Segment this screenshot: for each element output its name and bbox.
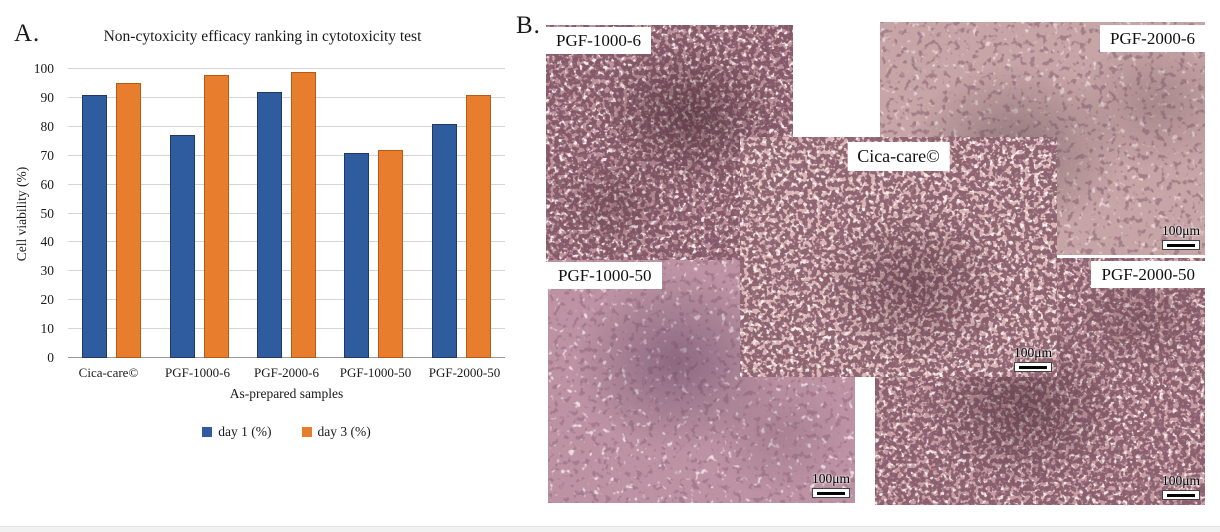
scale-bar-label: 100μm (1014, 345, 1052, 360)
micrograph-label: PGF-1000-6 (546, 27, 652, 55)
scale-bar: 100μm (1162, 223, 1200, 250)
bar-group-PGF-2000-50 (418, 69, 505, 358)
scale-bar-line (1014, 362, 1052, 372)
scale-bar: 100μm (1162, 473, 1200, 500)
scale-bar-line (1162, 240, 1200, 250)
bar-day1-PGF-2000-6 (256, 92, 282, 358)
micrograph-label: PGF-2000-50 (1091, 261, 1205, 289)
texture-shading (740, 137, 1057, 377)
micrograph-label: PGF-1000-50 (548, 262, 662, 290)
bar-day3-Cica-care© (116, 83, 142, 358)
y-tick-label: 60 (40, 176, 55, 192)
bar-group-PGF-2000-6 (243, 69, 330, 358)
micrograph-pgf-1000-50: PGF-1000-50 100μm (548, 260, 855, 503)
bar-day3-PGF-1000-50 (378, 149, 404, 358)
legend-item: day 3 (%) (301, 424, 371, 440)
cell-texture (740, 137, 1057, 377)
y-tick-label: 0 (47, 350, 54, 365)
panel-b-label: B. (516, 12, 541, 39)
bar-day1-Cica-care© (82, 95, 108, 358)
y-tick-labels: 0 10 20 30 40 50 60 70 80 90 100 (26, 61, 60, 365)
scale-bar: 100μm (812, 471, 850, 498)
y-tick-label: 40 (40, 234, 55, 250)
chart-legend: day 1 (%) day 3 (%) (68, 424, 505, 440)
y-tick-label: 30 (40, 263, 55, 279)
panel-b-micrographs: B. PGF-1000-6 PGF-2000-6 100μm (510, 0, 1220, 532)
gridline (68, 96, 505, 98)
bar-group-PGF-1000-6 (155, 69, 242, 358)
bar-day1-PGF-1000-50 (344, 152, 370, 358)
legend-label: day 3 (%) (317, 424, 371, 439)
scale-bar-label: 100μm (1162, 473, 1200, 488)
gridline (68, 299, 505, 301)
gridline (68, 357, 505, 358)
legend-label: day 1 (%) (218, 424, 272, 439)
gridline (68, 212, 505, 214)
x-tick-label: PGF-2000-50 (428, 365, 501, 380)
scale-bar: 100μm (1014, 345, 1052, 372)
panel-a-label: A. (14, 20, 41, 47)
scale-bar-line (1162, 490, 1200, 500)
y-tick-label: 20 (40, 292, 55, 308)
gridline (68, 328, 505, 330)
y-tick-label: 10 (40, 321, 55, 337)
y-tick-label: 70 (40, 147, 55, 163)
gridline (68, 183, 505, 185)
x-tick-label: PGF-2000-6 (253, 365, 319, 380)
y-tick-label: 50 (40, 205, 55, 221)
bar-day3-PGF-2000-50 (465, 95, 491, 358)
y-tick-label: 100 (33, 61, 54, 76)
x-axis-title: As-prepared samples (229, 386, 344, 401)
legend-swatch (202, 427, 213, 437)
micrograph-label: Cica-care© (847, 142, 950, 171)
legend-swatch (301, 427, 312, 437)
x-tick-label: PGF-1000-50 (339, 365, 412, 380)
micrograph-label: PGF-2000-6 (1099, 25, 1205, 53)
gridline (68, 270, 505, 272)
plot-area (68, 68, 505, 358)
gridline (68, 154, 505, 156)
chart-title: Non-cytoxicity efficacy ranking in cytot… (103, 28, 422, 45)
gridline (68, 125, 505, 127)
x-tick-labels: Cica-care© PGF-1000-6 PGF-2000-6 PGF-1000-5… (64, 365, 509, 381)
micrograph-cica-care: Cica-care© 100μm (740, 137, 1057, 377)
x-tick-label: PGF-1000-6 (164, 365, 230, 380)
bar-day3-PGF-2000-6 (290, 71, 316, 358)
bottom-divider (0, 526, 1220, 532)
panel-a-chart: A. Non-cytoxicity efficacy ranking in cy… (0, 0, 510, 532)
bar-day3-PGF-1000-6 (203, 74, 229, 358)
bar-day1-PGF-1000-6 (169, 135, 195, 358)
y-tick-label: 90 (40, 89, 55, 105)
y-tick-label: 80 (40, 118, 55, 134)
x-tick-label: Cica-care© (78, 365, 139, 380)
scale-bar-label: 100μm (1162, 223, 1200, 238)
bar-group-Cica-care© (68, 69, 155, 358)
gridline (68, 68, 505, 69)
bar-group-PGF-1000-50 (330, 69, 417, 358)
scale-bar-line (812, 488, 850, 498)
bar-day1-PGF-2000-50 (431, 123, 457, 358)
scale-bar-label: 100μm (812, 471, 850, 486)
gridline (68, 241, 505, 243)
legend-item: day 1 (%) (202, 424, 272, 440)
